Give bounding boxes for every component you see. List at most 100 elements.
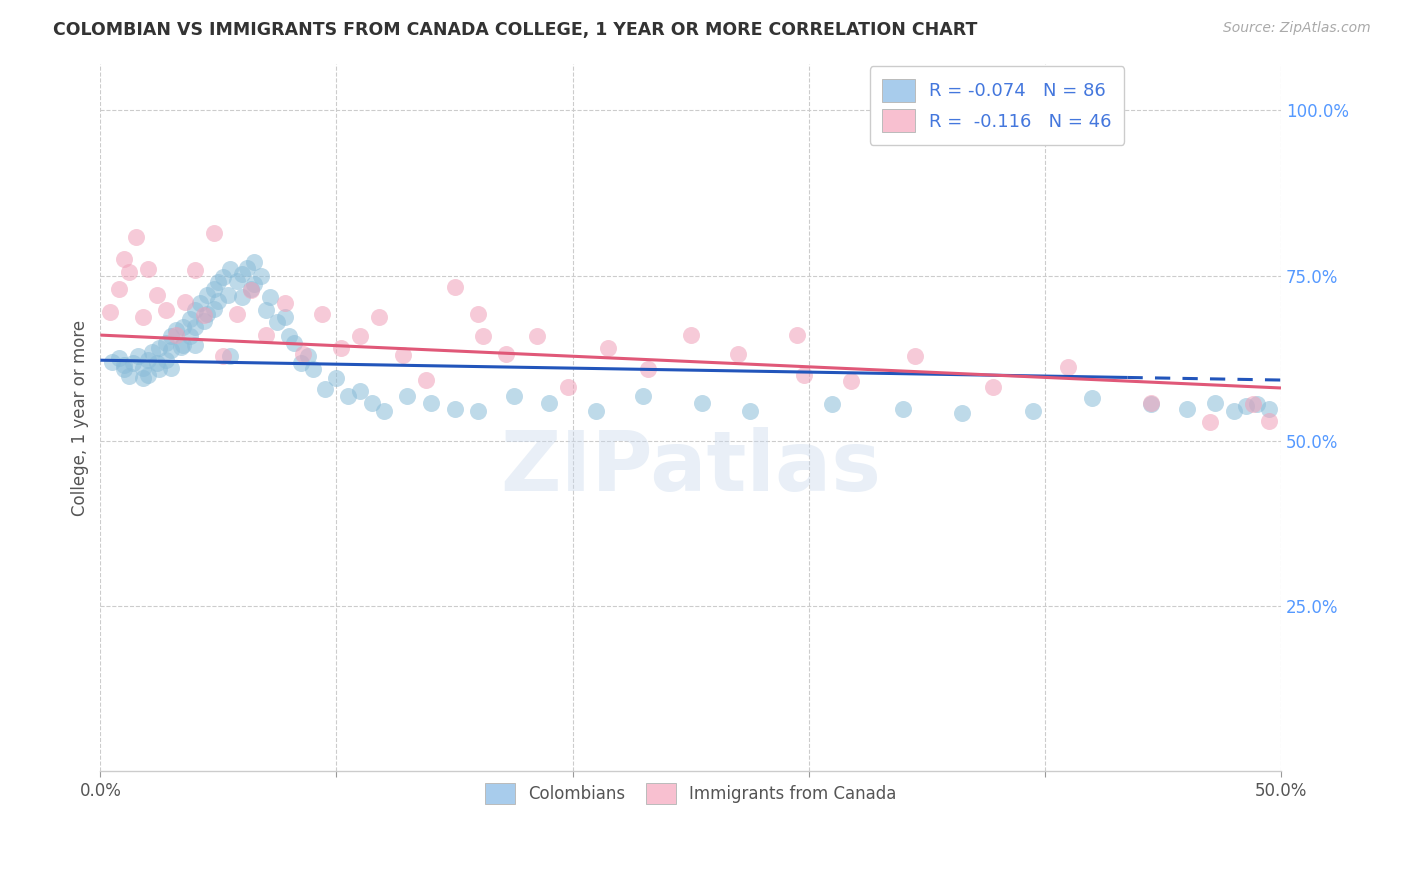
- Point: [243, 277, 266, 291]
- Point: [325, 371, 347, 385]
- Point: [1140, 397, 1163, 411]
- Point: [160, 329, 183, 343]
- Point: [217, 288, 239, 302]
- Point: [368, 310, 391, 324]
- Point: [1258, 414, 1281, 428]
- Point: [226, 307, 249, 321]
- Point: [786, 328, 808, 343]
- Point: [495, 346, 517, 360]
- Point: [443, 402, 465, 417]
- Point: [155, 336, 177, 351]
- Point: [127, 349, 149, 363]
- Point: [349, 329, 371, 343]
- Point: [169, 340, 191, 354]
- Point: [273, 310, 295, 324]
- Text: Source: ZipAtlas.com: Source: ZipAtlas.com: [1223, 21, 1371, 36]
- Point: [738, 404, 761, 418]
- Point: [302, 362, 325, 376]
- Point: [231, 267, 253, 281]
- Point: [148, 362, 170, 376]
- Point: [311, 307, 333, 321]
- Point: [415, 373, 437, 387]
- Point: [1057, 359, 1080, 374]
- Point: [202, 282, 225, 296]
- Point: [1199, 415, 1222, 429]
- Point: [243, 255, 266, 269]
- Point: [136, 262, 159, 277]
- Point: [692, 395, 714, 409]
- Point: [202, 301, 225, 316]
- Point: [184, 302, 207, 317]
- Point: [160, 361, 183, 376]
- Point: [633, 389, 655, 403]
- Point: [1222, 404, 1244, 418]
- Point: [1246, 397, 1268, 411]
- Point: [585, 404, 607, 418]
- Point: [250, 268, 273, 283]
- Point: [226, 274, 249, 288]
- Point: [172, 338, 194, 352]
- Point: [391, 348, 413, 362]
- Point: [283, 336, 305, 351]
- Point: [141, 344, 163, 359]
- Point: [118, 369, 141, 384]
- Point: [1081, 391, 1104, 405]
- Point: [184, 263, 207, 277]
- Point: [136, 368, 159, 382]
- Point: [839, 375, 862, 389]
- Point: [1241, 397, 1264, 411]
- Point: [266, 315, 288, 329]
- Point: [278, 329, 301, 343]
- Point: [195, 307, 218, 321]
- Point: [155, 353, 177, 368]
- Point: [112, 252, 135, 266]
- Point: [219, 349, 242, 363]
- Point: [195, 288, 218, 302]
- Point: [207, 275, 229, 289]
- Point: [155, 302, 177, 317]
- Point: [950, 406, 973, 420]
- Point: [207, 293, 229, 308]
- Point: [132, 361, 155, 376]
- Point: [637, 362, 659, 376]
- Point: [118, 265, 141, 279]
- Point: [467, 307, 489, 321]
- Point: [108, 351, 131, 366]
- Point: [231, 290, 253, 304]
- Point: [273, 296, 295, 310]
- Point: [1258, 402, 1281, 417]
- Point: [443, 280, 465, 294]
- Point: [112, 362, 135, 376]
- Point: [193, 313, 215, 327]
- Point: [174, 295, 197, 310]
- Point: [349, 384, 371, 399]
- Point: [184, 320, 207, 334]
- Point: [193, 308, 215, 322]
- Point: [297, 349, 319, 363]
- Point: [122, 356, 145, 370]
- Point: [292, 346, 315, 360]
- Point: [679, 328, 702, 343]
- Legend: Colombians, Immigrants from Canada: Colombians, Immigrants from Canada: [474, 772, 908, 816]
- Point: [337, 389, 360, 403]
- Point: [314, 382, 336, 396]
- Point: [396, 389, 419, 403]
- Point: [1175, 402, 1198, 417]
- Point: [188, 296, 211, 310]
- Point: [259, 290, 281, 304]
- Point: [502, 389, 524, 403]
- Point: [240, 283, 263, 297]
- Point: [202, 226, 225, 240]
- Point: [793, 368, 815, 382]
- Point: [373, 404, 395, 418]
- Point: [172, 320, 194, 334]
- Point: [165, 323, 187, 337]
- Point: [471, 329, 494, 343]
- Point: [596, 341, 619, 355]
- Point: [212, 269, 235, 284]
- Point: [537, 395, 560, 409]
- Point: [219, 262, 242, 277]
- Point: [330, 341, 353, 355]
- Point: [361, 395, 384, 409]
- Point: [165, 328, 187, 343]
